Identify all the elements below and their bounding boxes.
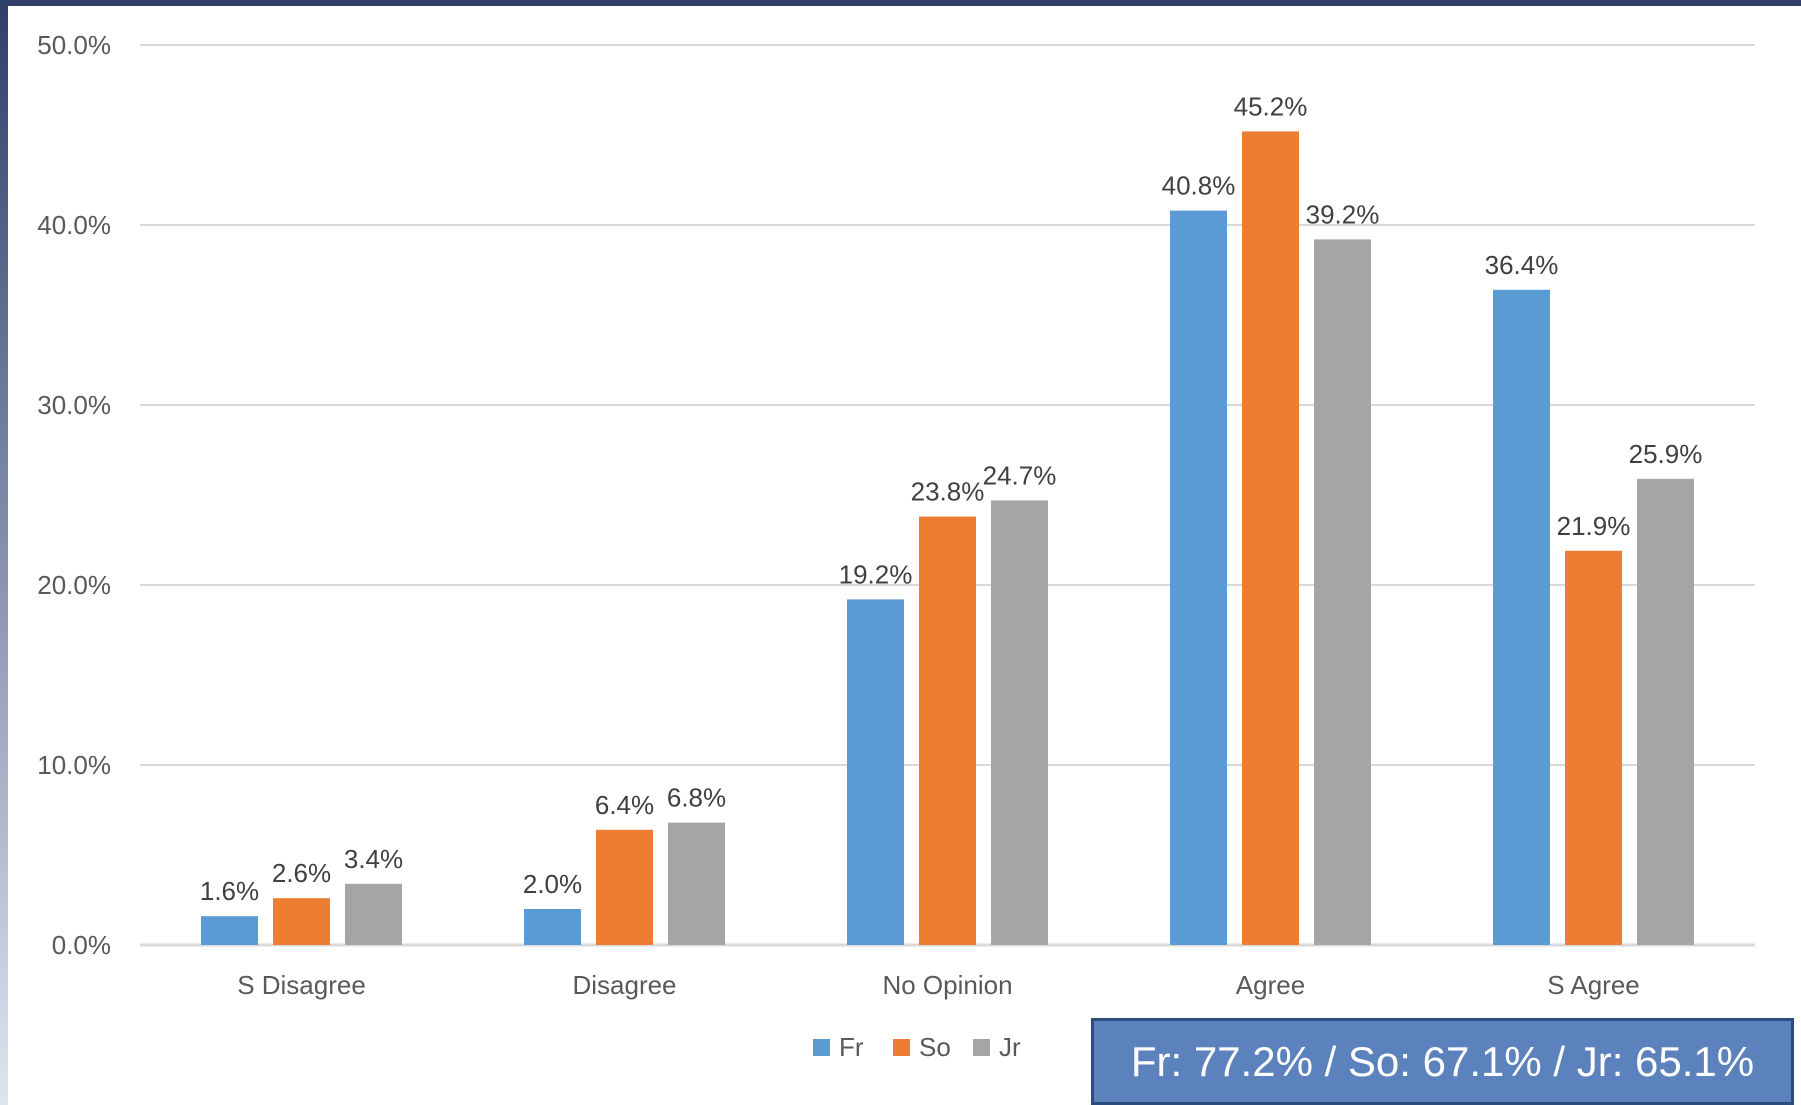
data-label: 23.8% <box>911 477 985 507</box>
y-tick-label: 0.0% <box>52 930 111 960</box>
data-label: 25.9% <box>1629 439 1703 469</box>
bar-fr-agree <box>1170 210 1227 946</box>
legend: Fr So Jr <box>813 1032 1021 1062</box>
x-category-label: Agree <box>1236 970 1305 1000</box>
bar-jr-s-agree <box>1637 478 1694 945</box>
data-label: 40.8% <box>1162 171 1236 201</box>
y-axis-ticks: 0.0% 10.0% 20.0% 30.0% 40.0% 50.0% <box>37 30 111 960</box>
data-labels: 1.6% 2.6% 3.4% 2.0% 6.4% 6.8% 19.2% 23.8%24.7% 4… <box>200 91 1703 906</box>
data-label: 36.4% <box>1485 250 1559 280</box>
data-label: 1.6% <box>200 876 259 906</box>
bar-so-no-opinion <box>919 516 976 945</box>
y-tick-label: 20.0% <box>37 570 111 600</box>
x-category-label: No Opinion <box>882 970 1012 1000</box>
bar-fr-s-disagree <box>201 916 258 945</box>
data-label: 2.0% <box>523 869 582 899</box>
data-label: 3.4% <box>344 844 403 874</box>
data-label: 45.2% <box>1234 91 1308 121</box>
data-label: 19.2% <box>839 559 913 589</box>
y-tick-label: 30.0% <box>37 390 111 420</box>
y-tick-label: 10.0% <box>37 750 111 780</box>
bar-fr-s-agree <box>1493 289 1550 945</box>
data-label: 2.6% <box>272 858 331 888</box>
y-tick-label: 50.0% <box>37 30 111 60</box>
bar-jr-s-disagree <box>345 883 402 945</box>
bar-so-agree <box>1242 131 1299 945</box>
legend-swatch-jr <box>973 1039 990 1056</box>
summary-box: Fr: 77.2% / So: 67.1% / Jr: 65.1% <box>1091 1018 1794 1105</box>
y-tick-label: 40.0% <box>37 210 111 240</box>
bar-so-disagree <box>596 829 653 945</box>
bar-jr-agree <box>1314 239 1371 945</box>
legend-swatch-so <box>893 1039 910 1056</box>
bars <box>201 131 1694 946</box>
bar-so-s-agree <box>1565 550 1622 945</box>
data-label: 39.2% <box>1306 199 1380 229</box>
bar-fr-no-opinion <box>847 599 904 945</box>
bar-so-s-disagree <box>273 898 330 945</box>
bar-fr-disagree <box>524 909 581 945</box>
data-label: 6.4% <box>595 790 654 820</box>
bar-jr-no-opinion <box>991 500 1048 945</box>
legend-swatch-fr <box>813 1039 830 1056</box>
bar-jr-disagree <box>668 822 725 945</box>
data-label: 21.9% <box>1557 511 1631 541</box>
legend-label-jr: Jr <box>999 1032 1021 1062</box>
data-label: 24.7% <box>983 460 1057 490</box>
summary-text: Fr: 77.2% / So: 67.1% / Jr: 65.1% <box>1130 1037 1755 1085</box>
x-axis-categories: S Disagree Disagree No Opinion Agree S Agree <box>237 970 1640 1000</box>
legend-label-fr: Fr <box>839 1032 864 1062</box>
x-category-label: S Agree <box>1547 970 1640 1000</box>
data-label: 6.8% <box>667 783 726 813</box>
x-category-label: S Disagree <box>237 970 366 1000</box>
legend-label-so: So <box>919 1032 951 1062</box>
x-category-label: Disagree <box>572 970 676 1000</box>
